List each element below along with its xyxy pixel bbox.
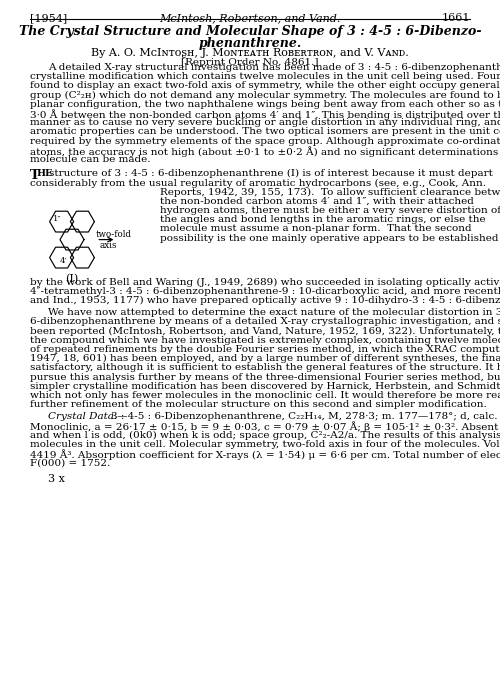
Text: 1″: 1″ [54, 214, 62, 223]
Text: which not only has fewer molecules in the monoclinic cell. It would therefore be: which not only has fewer molecules in th… [30, 391, 500, 400]
Text: the angles and bond lengths in the aromatic rings, or else the: the angles and bond lengths in the aroma… [160, 215, 486, 224]
Text: [Reprint Order No. 4861.]: [Reprint Order No. 4861.] [181, 58, 319, 67]
Text: molecule must assume a non-planar form.  That the second: molecule must assume a non-planar form. … [160, 224, 472, 233]
Text: found to display an exact two-fold axis of symmetry, while the other eight occup: found to display an exact two-fold axis … [30, 81, 500, 90]
Text: hydrogen atoms, there must be either a very severe distortion of: hydrogen atoms, there must be either a v… [160, 206, 500, 215]
Text: aromatic properties can be understood. The two optical isomers are present in th: aromatic properties can be understood. T… [30, 127, 500, 136]
Text: group (C²₂ʜ) which do not demand any molecular symmetry. The molecules are found: group (C²₂ʜ) which do not demand any mol… [30, 90, 500, 100]
Text: 6-dibenzophenanthrene by means of a detailed X-ray crystallographic investigatio: 6-dibenzophenanthrene by means of a deta… [30, 317, 500, 326]
Text: possibility is the one mainly operative appears to be established: possibility is the one mainly operative … [160, 234, 498, 243]
Text: simpler crystalline modification has been discovered by Harnick, Herbstein, and : simpler crystalline modification has bee… [30, 382, 500, 391]
Text: the non-bonded carbon atoms 4′ and 1″, with their attached: the non-bonded carbon atoms 4′ and 1″, w… [160, 197, 474, 206]
Text: [1954]: [1954] [30, 13, 67, 23]
Text: 1947, 18, 601) has been employed, and by a large number of different syntheses, : 1947, 18, 601) has been employed, and by… [30, 354, 500, 363]
Text: atoms, the accuracy is not high (about ±0·1 to ±0·2 Å) and no significant determ: atoms, the accuracy is not high (about ±… [30, 145, 500, 157]
Text: 1661: 1661 [442, 13, 470, 23]
Text: required by the symmetry elements of the space group. Although approximate co-or: required by the symmetry elements of the… [30, 136, 500, 145]
Text: manner as to cause no very severe buckling or angle distortion in any individual: manner as to cause no very severe buckli… [30, 118, 500, 127]
Text: We have now attempted to determine the exact nature of the molecular distortion : We have now attempted to determine the e… [48, 308, 500, 317]
Text: T: T [30, 169, 40, 182]
Text: and when l is odd, (0k0) when k is odd; space group, C²₂-A2/a. The results of th: and when l is odd, (0k0) when k is odd; … [30, 431, 500, 440]
Text: 3 : 4-5 : 6-Dibenzophenanthrene, C₂₂H₁₄, M, 278·3; m. 177—178°; d, calc. 1·253, : 3 : 4-5 : 6-Dibenzophenanthrene, C₂₂H₁₄,… [111, 413, 500, 421]
Text: Crystal Data.—: Crystal Data.— [48, 413, 128, 421]
Text: By A. O. MᴄIɴᴛᴏʂʜ, J. Mᴏɴᴛᴇᴀᴛʜ Rᴏʙᴇʀᴛʀᴏɴ, and V. Vᴀɴᴅ.: By A. O. MᴄIɴᴛᴏʂʜ, J. Mᴏɴᴛᴇᴀᴛʜ Rᴏʙᴇʀᴛʀᴏɴ… [91, 48, 409, 58]
Text: planar configuration, the two naphthalene wings being bent away from each other : planar configuration, the two naphthalen… [30, 100, 500, 109]
Text: structure of 3 : 4-5 : 6-dibenzophenanthrene (I) is of interest because it must : structure of 3 : 4-5 : 6-dibenzophenanth… [49, 169, 493, 178]
Text: McIntosh, Robertson, and Vand.: McIntosh, Robertson, and Vand. [160, 13, 340, 23]
Text: and Ind., 1953, 1177) who have prepared optically active 9 : 10-dihydro-3 : 4-5 : and Ind., 1953, 1177) who have prepared … [30, 296, 500, 305]
Text: molecules in the unit cell. Molecular symmetry, two-fold axis in four of the mol: molecules in the unit cell. Molecular sy… [30, 440, 500, 449]
Text: considerably from the usual regularity of aromatic hydrocarbons (see, e.g., Cook: considerably from the usual regularity o… [30, 178, 486, 187]
Text: further refinement of the molecular structure on this second and simpler modific: further refinement of the molecular stru… [30, 400, 487, 409]
Text: Monoclinic, a = 26·17 ± 0·15, b = 9 ± 0·03, c = 0·79 ± 0·07 Å; β = 105·1² ± 0·3²: Monoclinic, a = 26·17 ± 0·15, b = 9 ± 0·… [30, 422, 500, 432]
Text: pursue this analysis further by means of the three-dimensional Fourier series me: pursue this analysis further by means of… [30, 372, 500, 381]
Text: Reports, 1942, 39, 155, 173).  To allow sufficient clearance between: Reports, 1942, 39, 155, 173). To allow s… [160, 188, 500, 197]
Text: of repeated refinements by the double Fourier series method, in which the XRAC c: of repeated refinements by the double Fo… [30, 345, 500, 354]
Text: crystalline modification which contains twelve molecules in the unit cell being : crystalline modification which contains … [30, 72, 500, 81]
Text: the compound which we have investigated is extremely complex, containing twelve : the compound which we have investigated … [30, 335, 500, 345]
Text: by the work of Bell and Waring (J., 1949, 2689) who succeeded in isolating optic: by the work of Bell and Waring (J., 1949… [30, 278, 500, 287]
Text: molecule can be made.: molecule can be made. [30, 155, 150, 164]
Text: 4″-tetramethyl-3 : 4-5 : 6-dibenzophenanthrene-9 : 10-dicarboxylic acid, and mor: 4″-tetramethyl-3 : 4-5 : 6-dibenzophenan… [30, 287, 500, 296]
Text: (I): (I) [66, 274, 78, 284]
Text: two-fold: two-fold [96, 230, 132, 239]
Text: been reported (McIntosh, Robertson, and Vand, Nature, 1952, 169, 322). Unfortuna: been reported (McIntosh, Robertson, and … [30, 326, 500, 335]
Text: axis: axis [100, 241, 117, 250]
Text: A detailed X-ray structural investigation has been made of 3 : 4-5 : 6-dibenzoph: A detailed X-ray structural investigatio… [48, 63, 500, 72]
Text: The Crystal Structure and Molecular Shape of 3 : 4-5 : 6-Dibenzo-: The Crystal Structure and Molecular Shap… [18, 25, 481, 38]
Text: 4′: 4′ [60, 257, 68, 264]
Text: 3 x: 3 x [48, 473, 65, 484]
Text: HE: HE [37, 169, 53, 178]
Text: 3·0 Å between the non-bonded carbon atoms 4′ and 1″. This bending is distributed: 3·0 Å between the non-bonded carbon atom… [30, 109, 500, 120]
Text: 4419 Å³. Absorption coefficient for X-rays (λ = 1·54) μ = 6·6 per cm. Total numb: 4419 Å³. Absorption coefficient for X-ra… [30, 449, 500, 460]
Text: phenanthrene.: phenanthrene. [198, 37, 302, 50]
Text: F(000) = 1752.: F(000) = 1752. [30, 459, 110, 468]
Text: satisfactory, although it is sufficient to establish the general features of the: satisfactory, although it is sufficient … [30, 363, 500, 372]
